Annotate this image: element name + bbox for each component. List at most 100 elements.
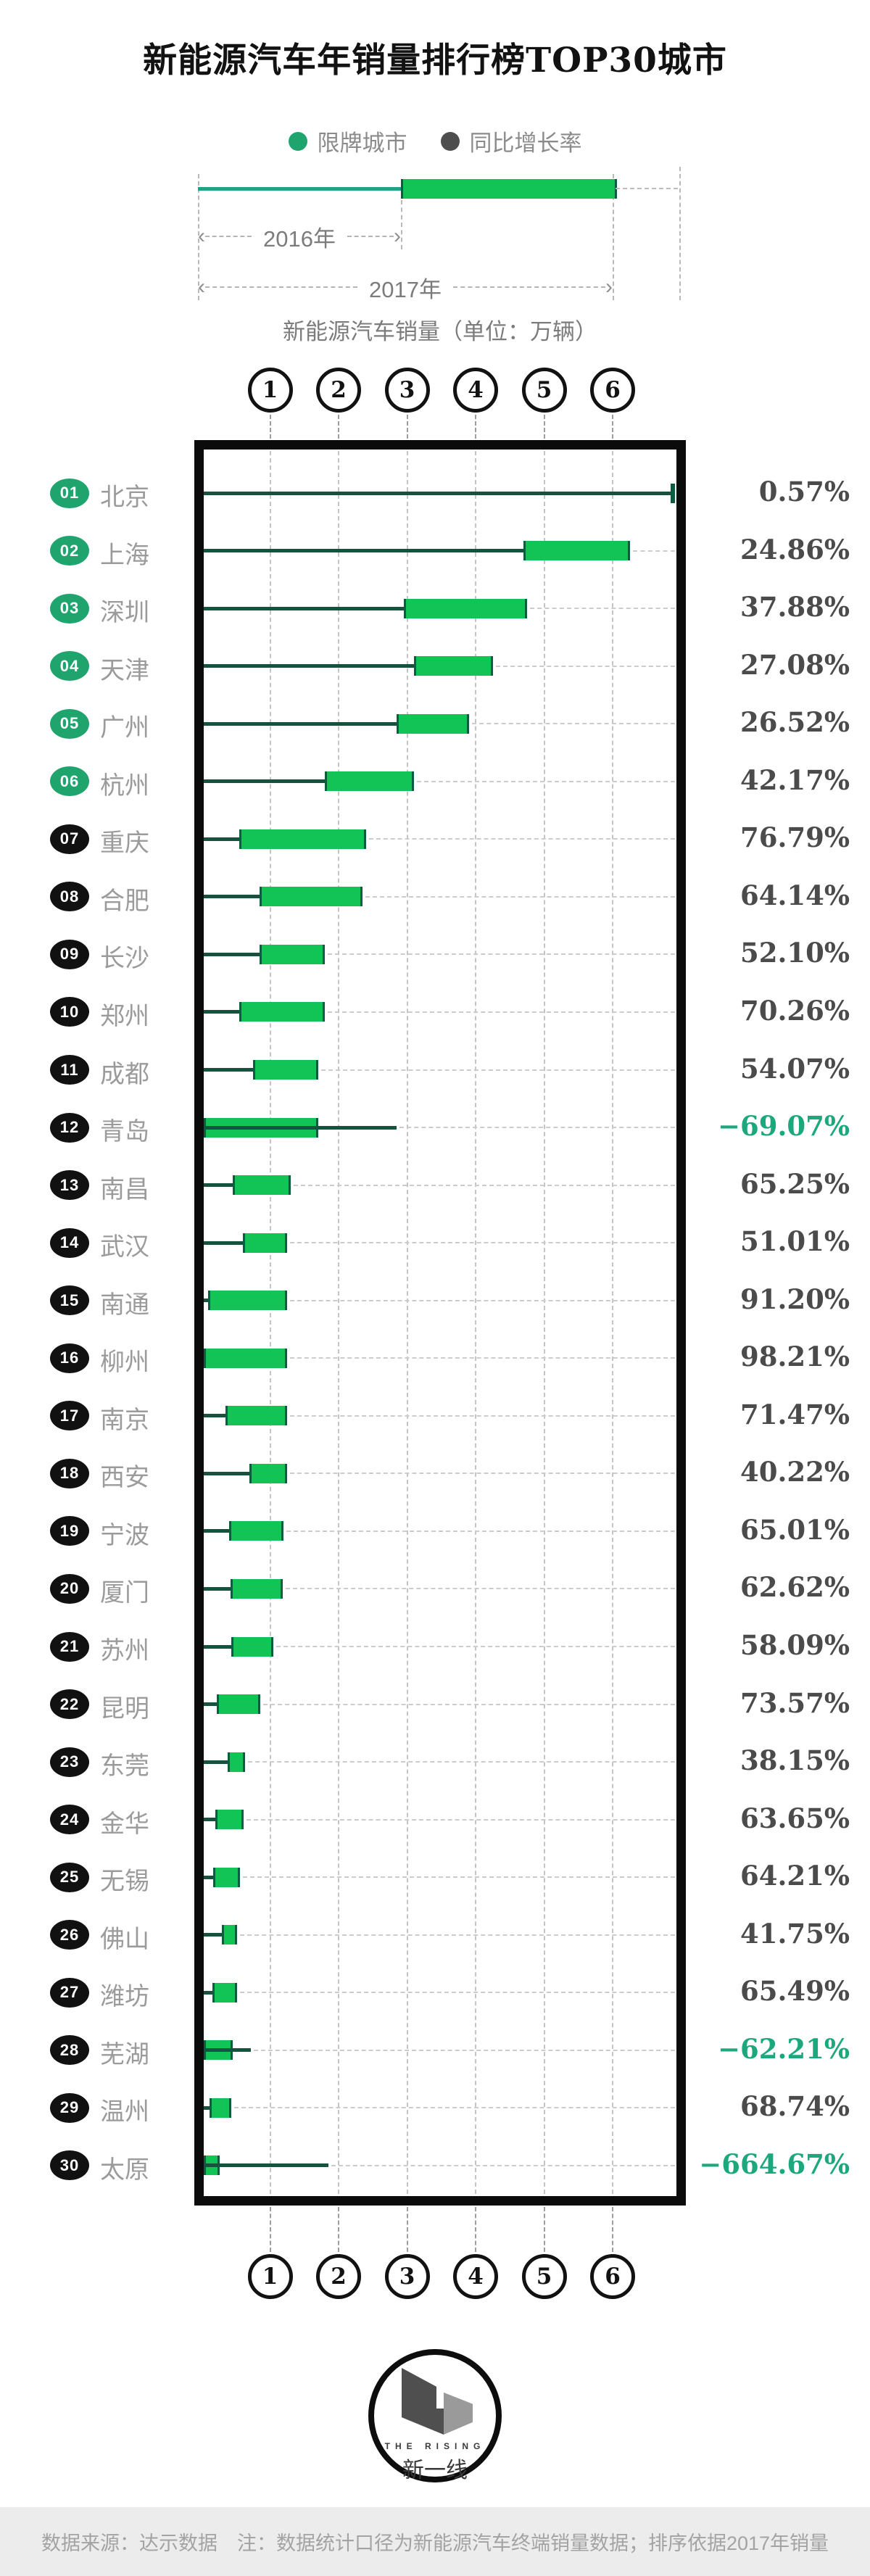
- leader-dash: [286, 1588, 675, 1590]
- growth-pct-label: 63.65%: [740, 1802, 850, 1834]
- rank-badge: 20: [50, 1573, 89, 1604]
- leader-dash: [248, 1761, 675, 1763]
- explainer-2016-arrow: ‹ 2016年 ›: [198, 223, 401, 252]
- city-label: 杭州: [100, 771, 149, 800]
- city-label: 重庆: [100, 829, 149, 858]
- bar-2016-line: [204, 1933, 223, 1937]
- bar-2016-line: [204, 1644, 231, 1649]
- city-label: 深圳: [100, 599, 149, 627]
- growth-pct-label: 51.01%: [740, 1225, 850, 1258]
- city-label: 长沙: [100, 945, 149, 973]
- bar-2017-block: [213, 1867, 240, 1887]
- bar-2017-block: [397, 713, 469, 734]
- bar-2017-block: [232, 1175, 291, 1196]
- logo-zh-text: 新一线: [402, 2459, 468, 2482]
- gridline-4: [475, 451, 476, 2194]
- bar-2016-line: [204, 606, 404, 610]
- growth-pct-label: −69.07%: [717, 1110, 850, 1143]
- leader-dash: [495, 665, 675, 667]
- city-label: 昆明: [100, 1694, 149, 1723]
- growth-pct-label: 24.86%: [740, 533, 850, 566]
- bar-2016-line: [204, 895, 260, 899]
- bar-2016-line: [204, 721, 397, 726]
- axis-tick-5: 5: [521, 368, 567, 413]
- legend: 限牌城市 同比增长率: [0, 125, 870, 157]
- growth-pct-label: 62.62%: [740, 1571, 850, 1604]
- axis-unit-label: 新能源汽车销量（单位：万辆）: [283, 319, 597, 344]
- rank-badge: 03: [50, 593, 89, 624]
- bar-2017-block: [239, 1002, 326, 1022]
- city-label: 武汉: [100, 1233, 149, 1262]
- leader-dash: [293, 1184, 675, 1186]
- city-label: 北京: [100, 484, 149, 511]
- gridline-2: [338, 451, 339, 2194]
- rank-badge: 07: [50, 824, 89, 854]
- bar-2016-line: [204, 1990, 213, 1995]
- tick-connector: [406, 415, 408, 439]
- leader-dash: [290, 1357, 675, 1359]
- explainer-2017-arrow: ‹ 2017年 ›: [198, 274, 613, 302]
- bar-2017-block: [227, 1752, 246, 1772]
- growth-pct-label: 98.21%: [740, 1341, 850, 1373]
- explainer-guide-2016-end: [401, 200, 402, 249]
- bar-2016-line: [204, 1702, 217, 1707]
- leader-dash: [328, 953, 675, 956]
- explainer-2016-label: 2016年: [263, 225, 336, 252]
- explainer-leader-dash: [616, 188, 678, 189]
- bar-2017-block: [230, 1578, 283, 1599]
- explainer-2016-line: [198, 187, 401, 191]
- bar-2016-line: [204, 1299, 209, 1303]
- city-label: 南京: [100, 1406, 149, 1434]
- leader-dash: [471, 723, 675, 725]
- the-rising-logo: THE RISING 新一线: [368, 2349, 502, 2482]
- rank-badge: 27: [50, 1977, 89, 2008]
- bar-2017-block: [325, 771, 414, 792]
- bar-2016-line: [204, 1471, 250, 1475]
- bar-2017-block: [216, 1694, 261, 1715]
- bar-2016-line: [204, 952, 260, 956]
- bar-2017-block: [204, 1348, 288, 1368]
- bar-2017-block: [260, 887, 363, 907]
- leader-dash: [240, 1934, 675, 1936]
- growth-pct-label: 58.09%: [740, 1629, 850, 1661]
- leader-dash: [320, 1069, 675, 1071]
- bar-2017-block: [239, 829, 366, 849]
- bar-2016-line: [204, 1068, 253, 1072]
- growth-pct-label: 41.75%: [740, 1917, 850, 1950]
- axis-tick-bottom-4: 4: [453, 2254, 498, 2299]
- bar-2017-block: [249, 1463, 288, 1483]
- leader-dash: [254, 2049, 675, 2051]
- axis-tick-1: 1: [247, 368, 293, 413]
- city-label: 东莞: [100, 1752, 149, 1781]
- axis-tick-bottom-6: 6: [590, 2254, 635, 2299]
- bar-2016-line: [204, 2105, 210, 2110]
- growth-pct-label: 38.15%: [740, 1744, 850, 1777]
- bar-2017-block: [242, 1233, 288, 1253]
- explainer-guide-2017-end: [613, 174, 614, 300]
- city-label: 芜湖: [100, 2040, 149, 2068]
- bar-2016-line: [204, 1010, 239, 1014]
- bar-2017-block: [208, 1291, 288, 1311]
- rank-badge: 13: [50, 1170, 89, 1201]
- growth-pct-label: −664.67%: [699, 2148, 850, 2180]
- growth-pct-label: 37.88%: [740, 591, 850, 624]
- tick-connector: [475, 2207, 476, 2252]
- tick-connector: [338, 415, 339, 439]
- leader-dash: [290, 1473, 675, 1475]
- rank-badge: 28: [50, 2035, 89, 2066]
- leader-dash: [331, 2164, 675, 2166]
- growth-pct-label: 27.08%: [740, 648, 850, 681]
- explainer-guide-frame-right: [679, 167, 681, 300]
- tick-connector: [475, 415, 476, 439]
- city-label: 太原: [100, 2155, 149, 2184]
- legend-label-restricted: 限牌城市: [317, 131, 407, 156]
- growth-pct-label: 71.47%: [740, 1398, 850, 1430]
- bar-2017-block: [231, 1636, 274, 1657]
- gridline-5: [543, 451, 545, 2194]
- city-label: 佛山: [100, 1925, 149, 1953]
- rank-badge: 10: [50, 997, 89, 1027]
- leader-dash: [416, 780, 675, 782]
- city-label: 郑州: [100, 1002, 149, 1030]
- city-label: 宁波: [100, 1521, 149, 1549]
- rank-badge: 09: [50, 939, 89, 969]
